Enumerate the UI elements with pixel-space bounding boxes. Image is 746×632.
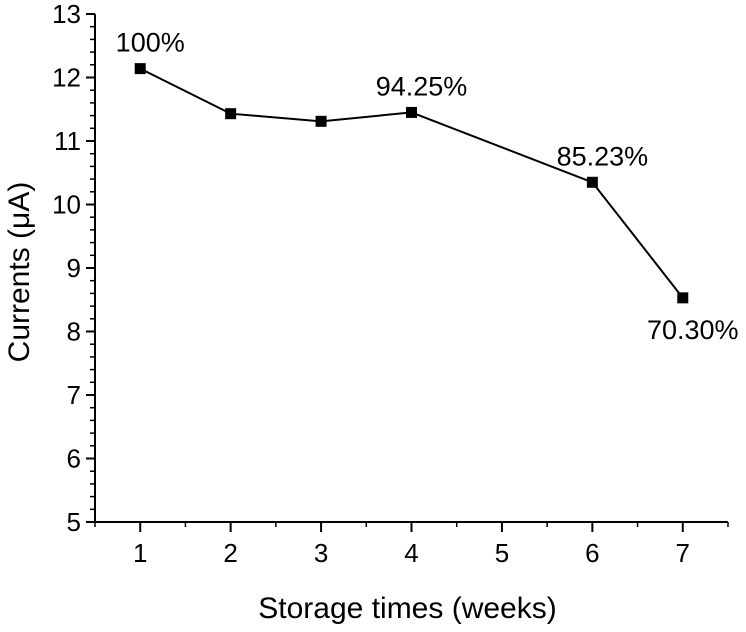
y-axis-title: Currents (μA) [3, 182, 36, 363]
y-tick-label: 11 [54, 126, 81, 156]
data-point-marker [406, 106, 417, 118]
x-tick-label: 4 [404, 538, 418, 568]
y-tick-label: 9 [67, 253, 81, 283]
y-axis-ticks: 5 6 7 8 9 10 11 12 13 [52, 0, 95, 537]
data-point-marker [134, 63, 146, 75]
data-point-marker [677, 292, 689, 304]
y-tick-label: 7 [67, 380, 81, 410]
x-tick-label: 1 [133, 538, 147, 568]
x-axis-ticks: 1 2 3 4 5 6 7 [94, 522, 729, 568]
data-label: 70.30% [647, 315, 739, 345]
series-line [139, 67, 684, 299]
series-layer [134, 63, 689, 304]
y-tick-label: 13 [52, 0, 81, 29]
data-point-marker [315, 115, 327, 127]
y-tick-label: 5 [67, 507, 81, 537]
annotation-layer: 100% 94.25% 85.23% 70.30% [116, 28, 739, 345]
data-label: 85.23% [557, 141, 649, 171]
y-tick-label: 12 [52, 63, 81, 93]
x-axis-title: Storage times (weeks) [258, 592, 556, 625]
data-point-marker [225, 108, 237, 120]
x-tick-label: 6 [585, 538, 599, 568]
x-tick-label: 2 [223, 538, 237, 568]
x-tick-label: 7 [676, 538, 690, 568]
x-tick-label: 5 [495, 538, 509, 568]
y-tick-label: 6 [67, 444, 81, 474]
data-label: 94.25% [376, 71, 468, 101]
data-label: 100% [116, 28, 185, 58]
data-point-marker [586, 176, 598, 188]
y-tick-label: 10 [52, 190, 81, 220]
x-tick-label: 3 [314, 538, 328, 568]
y-tick-label: 8 [67, 317, 81, 347]
